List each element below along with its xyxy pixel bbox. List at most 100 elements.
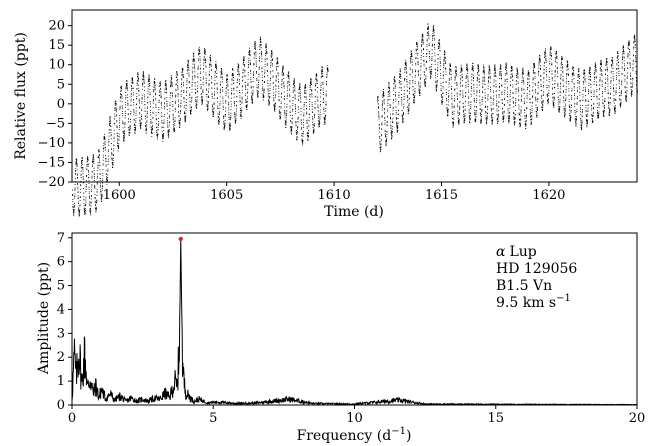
lc-data-point xyxy=(205,65,207,67)
lc-data-point xyxy=(298,106,299,108)
lc-data-point xyxy=(492,108,494,110)
lc-data-point xyxy=(255,49,256,51)
lc-data-point xyxy=(148,81,149,83)
lc-data-point xyxy=(275,85,277,87)
lc-data-point xyxy=(449,73,450,75)
lc-data-point xyxy=(300,119,302,121)
lc-data-point xyxy=(438,45,440,47)
lc-data-point xyxy=(288,78,290,80)
lc-data-point xyxy=(420,55,422,56)
lc-data-point xyxy=(179,118,181,120)
lc-data-point xyxy=(450,66,451,67)
lc-data-point xyxy=(241,99,243,101)
lc-data-point xyxy=(205,82,207,84)
lc-data-point xyxy=(480,115,481,117)
lc-data-point xyxy=(423,74,425,76)
lc-data-point xyxy=(491,115,492,117)
lc-data-point xyxy=(488,64,490,66)
lc-data-point xyxy=(207,101,209,103)
lc-data-point xyxy=(495,94,497,96)
lc-data-point xyxy=(394,92,396,93)
lc-data-point xyxy=(412,94,414,96)
lc-data-point xyxy=(122,131,124,133)
lc-data-point xyxy=(424,79,425,81)
lc-data-point xyxy=(302,126,304,128)
lc-data-point xyxy=(230,116,232,118)
lc-data-point xyxy=(444,58,446,59)
lc-data-point xyxy=(508,122,510,124)
lc-data-point xyxy=(409,74,411,76)
lc-data-point xyxy=(198,49,200,51)
lc-data-point xyxy=(488,73,490,75)
lc-data-point xyxy=(495,86,497,88)
lc-data-point xyxy=(382,91,384,93)
lc-data-point xyxy=(226,74,228,76)
lc-data-point xyxy=(298,95,300,97)
lc-data-point xyxy=(475,117,477,119)
lc-data-point xyxy=(197,58,199,60)
lc-data-point xyxy=(473,93,475,95)
lc-data-point xyxy=(246,101,248,103)
lc-data-point xyxy=(434,48,436,50)
lc-data-point xyxy=(253,53,255,55)
lc-data-point xyxy=(221,78,223,80)
lc-data-point xyxy=(208,83,210,85)
lc-data-point xyxy=(494,69,496,71)
lc-data-point xyxy=(490,96,492,98)
lc-data-point xyxy=(281,71,283,73)
lc-data-point xyxy=(206,96,208,98)
lc-data-point xyxy=(224,126,225,128)
lc-data-point xyxy=(113,133,115,135)
lc-data-point xyxy=(121,97,123,99)
lc-data-point xyxy=(256,87,258,89)
lc-data-point xyxy=(202,89,204,91)
lc-data-point xyxy=(172,114,174,116)
lc-data-point xyxy=(179,112,181,114)
lc-data-point xyxy=(401,98,403,100)
lc-data-point xyxy=(444,54,446,55)
lc-data-point xyxy=(278,93,280,95)
lc-data-point xyxy=(305,90,307,91)
lc-data-point xyxy=(399,76,401,78)
lc-data-point xyxy=(141,116,142,117)
lc-data-point xyxy=(204,49,206,51)
lc-data-point xyxy=(441,99,443,101)
lc-data-point xyxy=(159,89,161,91)
lc-data-point xyxy=(413,97,415,98)
lc-data-point xyxy=(220,83,221,85)
lc-data-point xyxy=(415,58,417,60)
lc-data-point xyxy=(315,77,317,79)
lc-data-point xyxy=(133,114,135,116)
lc-data-point xyxy=(473,99,475,101)
lc-data-point xyxy=(96,183,98,185)
lc-data-point xyxy=(133,102,135,104)
lc-data-point xyxy=(283,95,285,97)
lc-data-point xyxy=(124,113,126,114)
lc-data-point xyxy=(278,99,280,100)
lc-data-point xyxy=(514,110,516,111)
lc-data-point xyxy=(192,75,193,77)
lc-data-point xyxy=(144,118,146,120)
lc-data-point xyxy=(519,125,521,127)
lc-data-point xyxy=(452,124,454,126)
lc-data-point xyxy=(528,70,529,72)
lc-data-point xyxy=(151,129,153,131)
lc-data-point xyxy=(490,110,492,112)
lc-data-point xyxy=(205,60,207,62)
lc-data-point xyxy=(268,100,270,102)
lc-data-point xyxy=(322,81,324,83)
lc-data-point xyxy=(273,105,275,107)
lc-data-point xyxy=(393,99,394,101)
lc-data-point xyxy=(325,90,327,92)
lc-data-point xyxy=(389,91,391,93)
lc-data-point xyxy=(461,74,463,75)
lc-data-point xyxy=(379,131,380,133)
lc-data-point xyxy=(88,176,90,178)
lc-data-point xyxy=(470,112,471,114)
lc-data-point xyxy=(142,73,144,75)
lc-data-point xyxy=(183,85,184,87)
lc-data-point xyxy=(487,105,489,107)
lc-data-point xyxy=(507,94,509,96)
lc-data-point xyxy=(194,82,196,84)
lc-data-point xyxy=(306,111,308,113)
